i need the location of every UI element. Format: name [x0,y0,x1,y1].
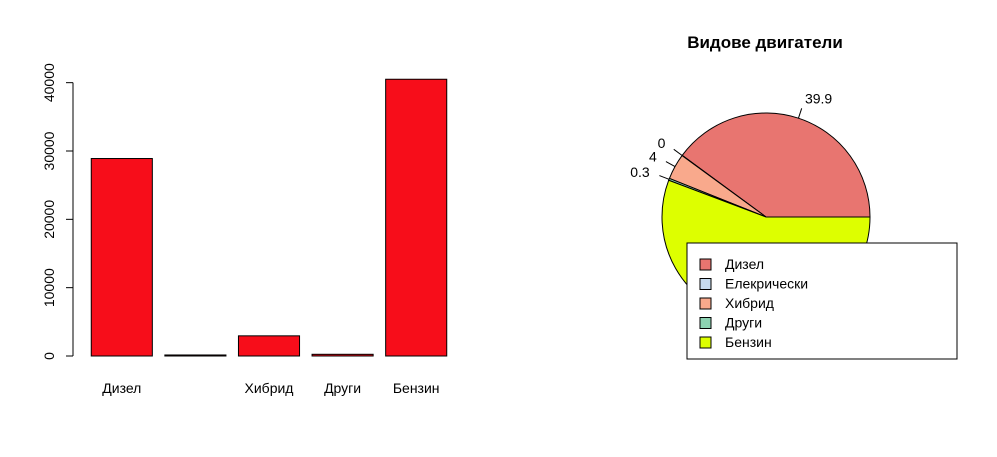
category-label: Дизел [102,380,141,396]
pie-labels: 39.9 040.3 [630,90,832,180]
category-label: Хибрид [245,380,294,396]
bar [385,78,448,357]
y-tick-label: 0 [41,352,57,360]
legend-swatch [699,297,712,310]
y-tick-label: 20000 [41,200,57,239]
pie-label-leader [665,161,676,168]
y-tick-label: 10000 [41,268,57,307]
legend-label: Бензин [725,334,772,350]
bar-y-axis: 0 10000 20000 30000 40000 [41,63,74,360]
legend-swatch [699,258,712,271]
bar [164,354,227,357]
category-label: Бензин [393,380,440,396]
pie-slice-label: 4 [649,149,657,165]
legend-box [686,242,958,360]
y-tick-label: 40000 [41,63,57,102]
pie-label-leader [673,148,683,156]
pie-legend: Дизел Елекрически Хибрид Други Бензин [686,242,958,360]
y-tick-label: 30000 [41,131,57,170]
pie-title: Видове двигатели [687,33,843,52]
legend-label: Други [725,315,762,331]
legend-swatch [699,336,712,349]
bar-category-labels: Дизел Хибрид Други Бензин [102,380,439,396]
bar [237,335,301,357]
pie-label-leader [797,108,803,119]
legend-label: Дизел [725,256,764,272]
pie-slice [681,112,871,218]
pie-slice-label: 0 [658,135,666,151]
legend-swatch [699,278,712,290]
legend-label: Хибрид [725,295,774,311]
category-label: Други [324,380,361,396]
pie-slice-label: 0.3 [630,164,650,180]
bar [90,158,153,357]
pie-label-leader [659,175,670,180]
bar [311,353,374,357]
pie-chart: Видове двигатели 39.9 040.3 Дизел Елекриче… [630,33,958,360]
pie-slice-label: 39.9 [805,90,832,106]
bar-bars [90,78,448,357]
bar-chart: 0 10000 20000 30000 40000 Дизел Хибрид Други Бе… [41,63,448,396]
legend-swatch [699,317,712,329]
legend-label: Елекрически [725,276,808,292]
